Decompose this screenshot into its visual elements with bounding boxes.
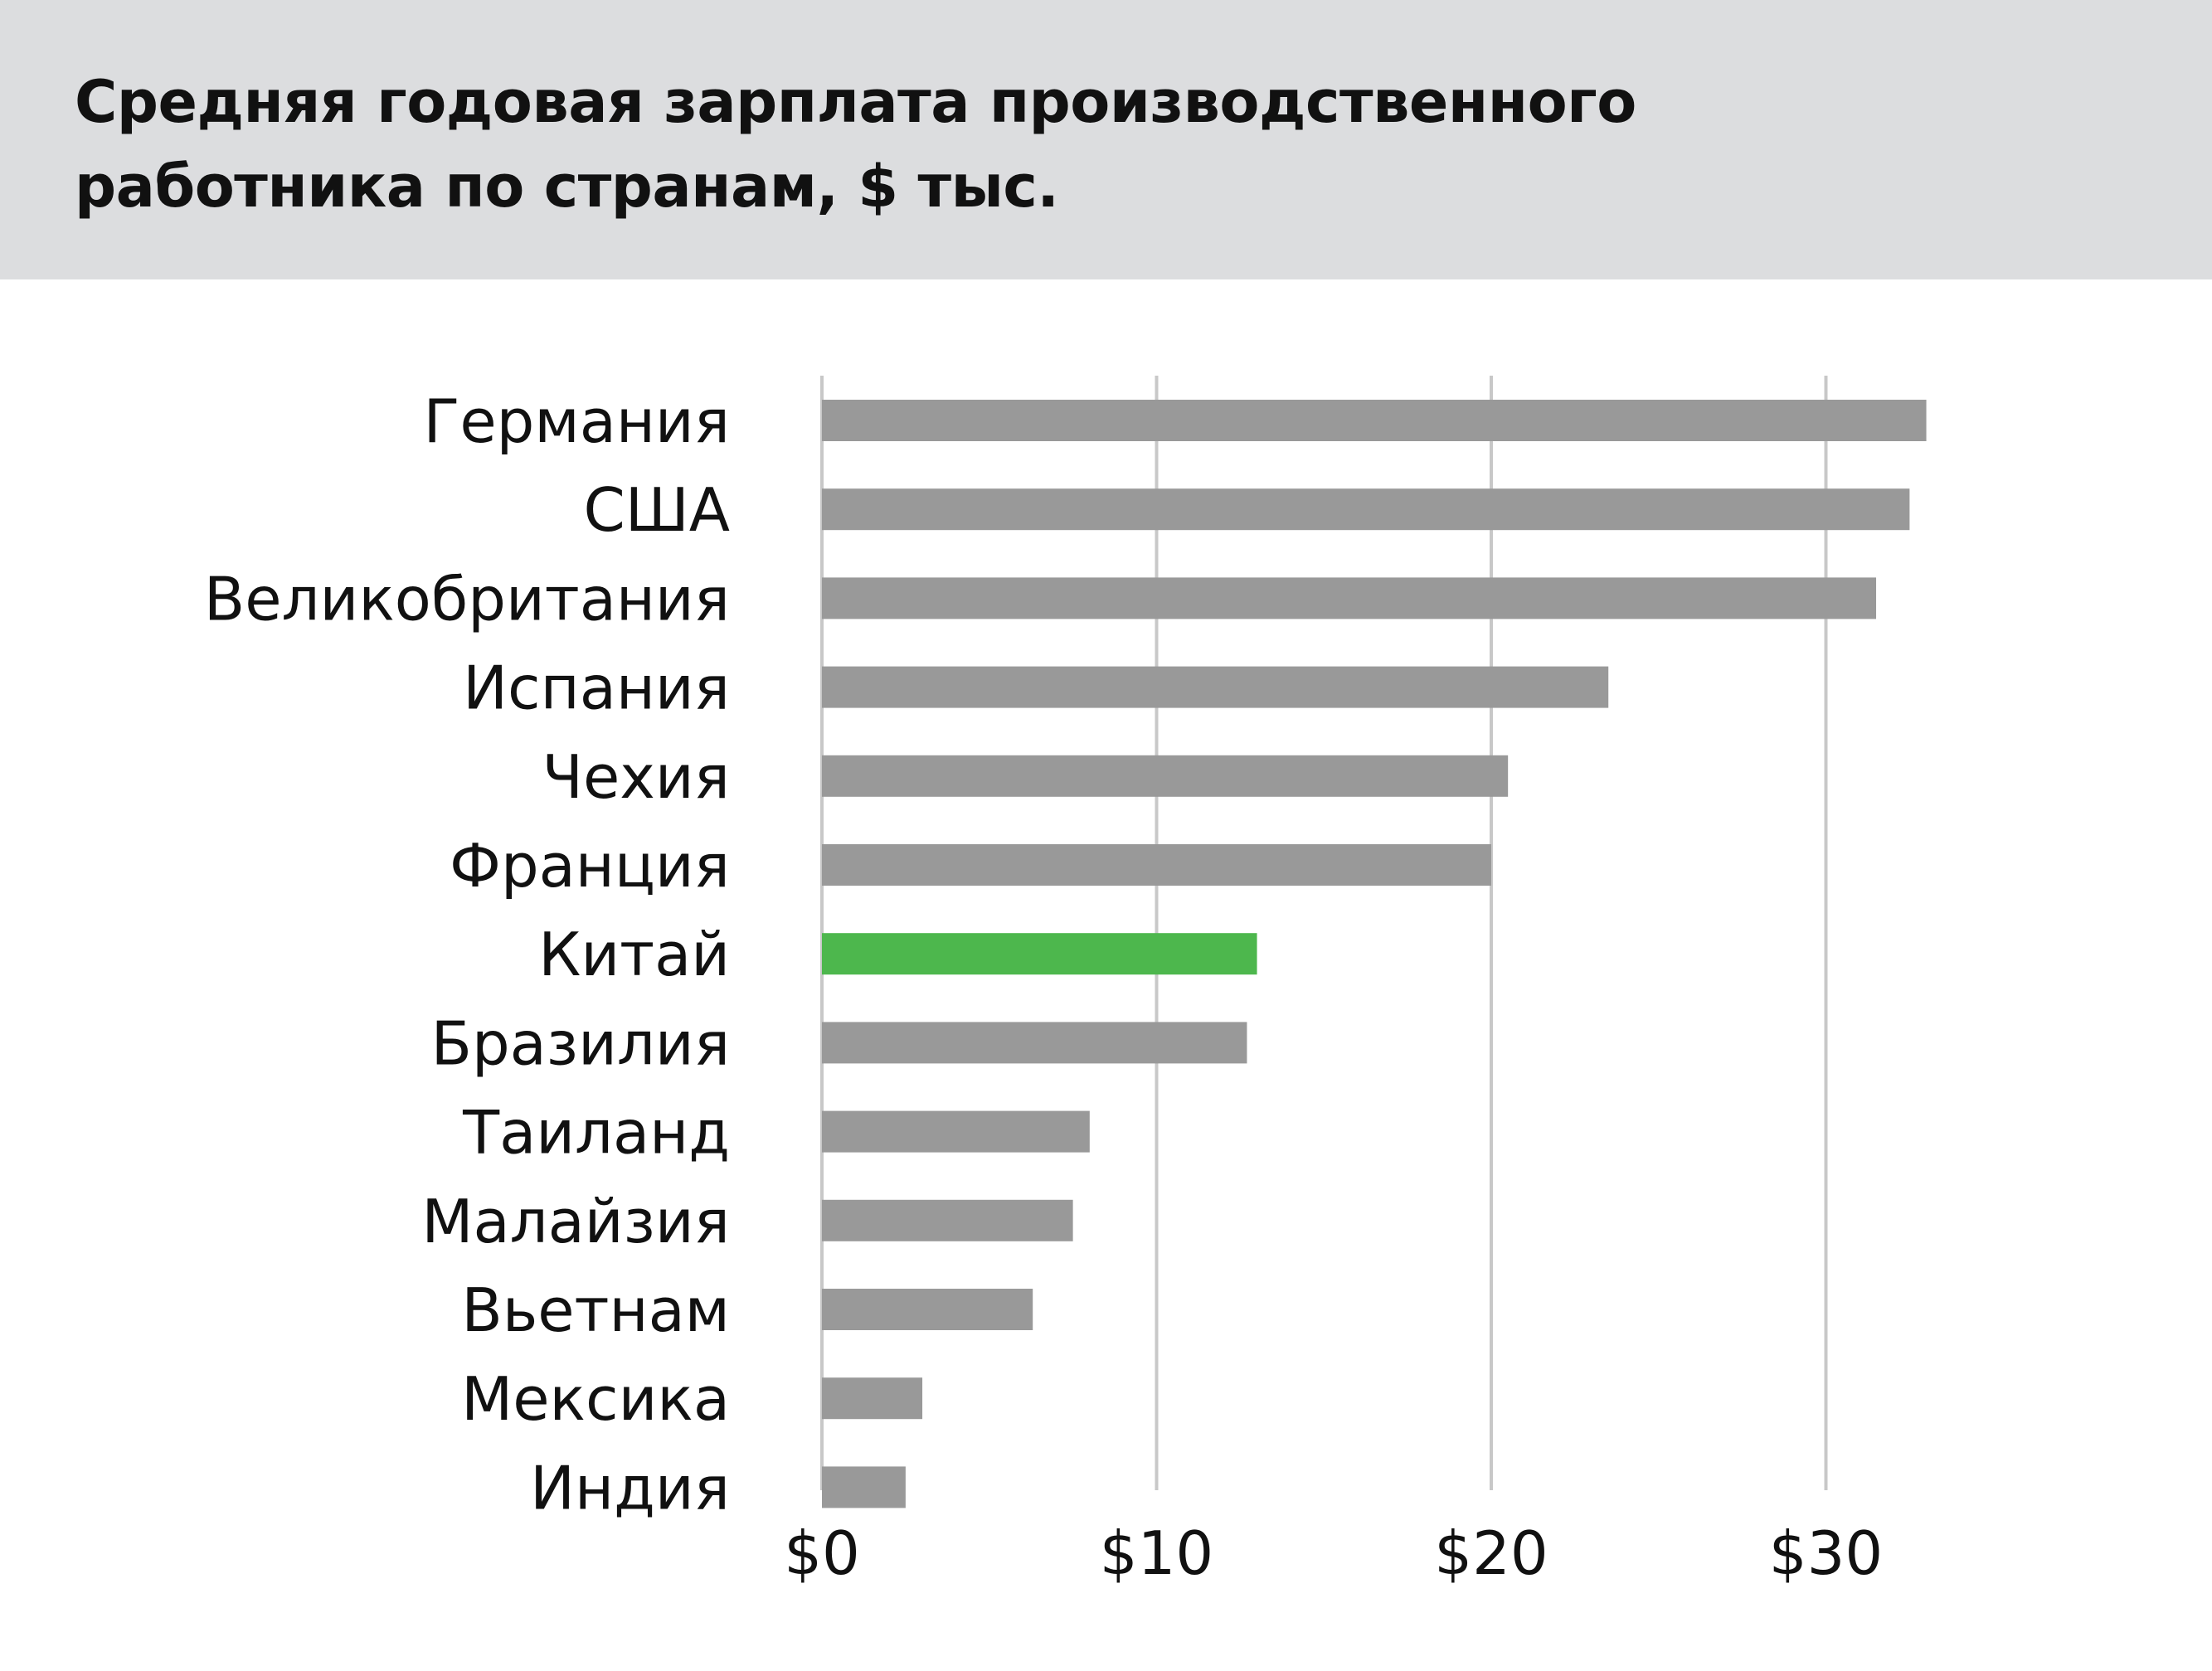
category-label-12: Мексика — [461, 1364, 730, 1434]
bar-2 — [822, 488, 1910, 531]
bar-5 — [822, 755, 1509, 797]
x-tick-label-20: $20 — [1434, 1518, 1548, 1588]
category-label-11: Вьетнам — [461, 1275, 730, 1345]
bar-3 — [822, 577, 1877, 619]
bar-6 — [822, 844, 1491, 886]
bar-13 — [822, 1466, 906, 1508]
bar-9 — [822, 1110, 1090, 1153]
bar-12 — [822, 1377, 923, 1420]
bar-8 — [822, 1022, 1247, 1064]
category-label-13: Индия — [530, 1453, 730, 1523]
header-band: Средняя годовая зарплата производственно… — [0, 0, 2212, 279]
x-axis-tick-labels: $0 $10 $20 $30 — [784, 1518, 1883, 1588]
category-label-9: Таиланд — [462, 1098, 730, 1168]
category-label-2: США — [583, 475, 730, 545]
category-label-4: Испания — [463, 653, 730, 723]
category-label-8: Бразилия — [431, 1008, 730, 1078]
bar-10 — [822, 1199, 1073, 1241]
category-label-3: Великобритания — [204, 564, 730, 634]
x-tick-label-30: $30 — [1769, 1518, 1883, 1588]
category-label-5: Чехия — [542, 742, 730, 812]
bar-4 — [822, 666, 1609, 708]
bars — [822, 400, 1927, 1508]
category-label-1: Германия — [423, 386, 730, 456]
x-tick-label-10: $10 — [1100, 1518, 1213, 1588]
category-label-7: Китай — [538, 920, 730, 989]
category-label-10: Малайзия — [421, 1187, 730, 1256]
bar-1 — [822, 400, 1927, 441]
category-labels: Германия США Великобритания Испания Чехия Фра… — [204, 386, 730, 1523]
category-label-6: Франция — [450, 831, 730, 901]
chart-title: Средняя годовая зарплата производственно… — [75, 68, 1636, 221]
x-tick-label-0: $0 — [784, 1518, 860, 1588]
bar-7 — [822, 933, 1257, 975]
bar-11 — [822, 1289, 1033, 1330]
